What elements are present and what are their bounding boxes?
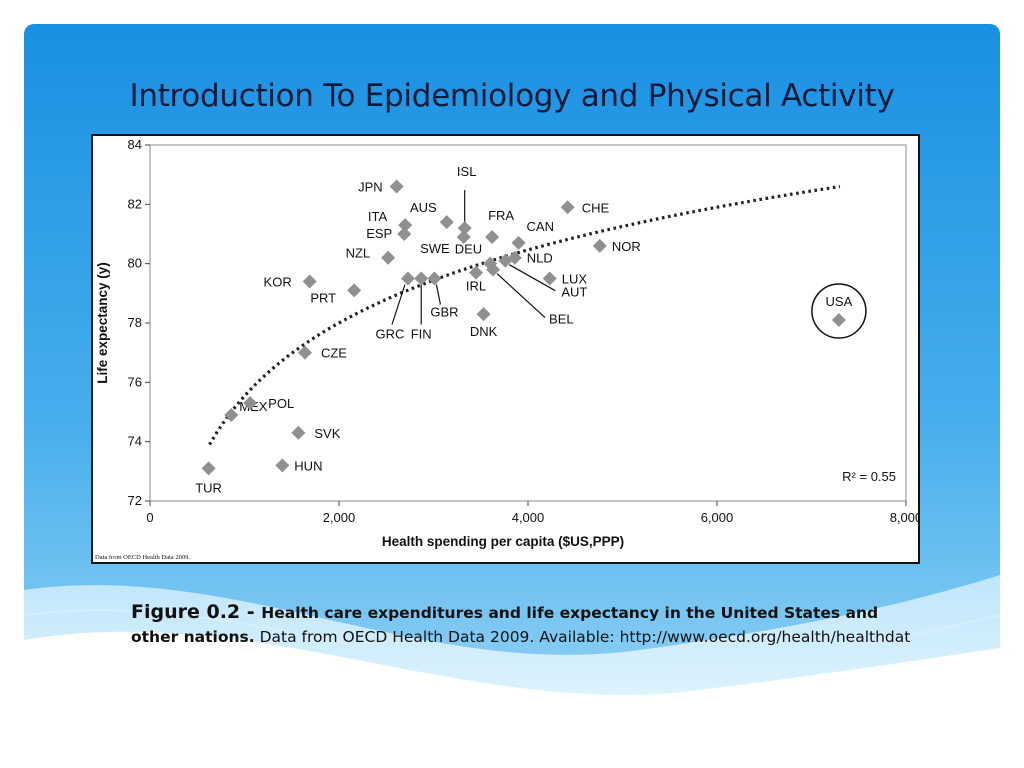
point-label: USA — [826, 294, 853, 309]
point-swe — [456, 229, 471, 244]
point-esp — [397, 227, 412, 241]
point-isl — [457, 221, 472, 236]
caption-regular-text: Data from OECD Health Data 2009. Availab… — [254, 628, 911, 646]
wave-line — [23, 609, 1001, 679]
point-dnk — [476, 307, 491, 322]
r-squared-label: R² = 0.55 — [842, 469, 896, 484]
point-grc — [400, 271, 415, 286]
x-tick-label: 8,000 — [890, 510, 918, 525]
point-che — [560, 200, 575, 215]
leader-line — [509, 264, 556, 292]
point-label: POL — [268, 396, 294, 411]
y-tick-label: 72 — [128, 493, 142, 508]
point-label: CZE — [321, 346, 347, 361]
point-hun — [275, 458, 290, 473]
plot-area — [149, 144, 907, 502]
point-label: SVK — [314, 426, 340, 441]
usa-circle — [811, 283, 867, 339]
point-label: PRT — [310, 290, 336, 305]
point-label: JPN — [358, 180, 383, 195]
point-label: ITA — [368, 209, 388, 224]
scatter-chart: 72 74 76 78 80 82 84 0 2,000 4,000 6,000 8,000 Healt… — [95, 137, 918, 561]
point-label: HUN — [294, 458, 322, 473]
y-tick-label: 82 — [128, 196, 142, 211]
caption-bold-text: Health care expenditures and life expect… — [131, 604, 879, 646]
point-label: FRA — [488, 208, 514, 223]
leader-line — [435, 284, 442, 305]
chart-frame: 72 74 76 78 80 82 84 0 2,000 4,000 6,000 8,000 Healt… — [91, 134, 920, 564]
point-can — [511, 235, 526, 250]
x-tick-label: 0 — [146, 510, 153, 525]
point-prt — [347, 283, 362, 298]
y-axis-label: Life expectancy (y) — [95, 262, 110, 384]
point-bel — [486, 262, 501, 277]
point-label: AUS — [410, 200, 437, 215]
figure-label: Figure 0.2 - — [131, 601, 262, 623]
x-tick-label: 6,000 — [701, 510, 734, 525]
point-label: IRL — [466, 279, 486, 294]
point-label: FIN — [411, 327, 432, 342]
point-irl — [469, 265, 484, 280]
leader-line — [496, 273, 546, 319]
y-tick-label: 80 — [128, 256, 142, 271]
y-tick-label: 76 — [128, 374, 142, 389]
point-label: AUT — [561, 285, 587, 300]
x-tick-label: 2,000 — [323, 510, 356, 525]
y-tick-label: 84 — [128, 137, 142, 152]
point-label: KOR — [264, 274, 292, 289]
point-pol — [243, 396, 258, 411]
point-label: GRC — [376, 327, 405, 342]
point-aus — [439, 215, 454, 230]
point-svk — [291, 425, 306, 440]
point-tur — [201, 461, 216, 476]
point-label: NLD — [527, 251, 553, 266]
source-note: Data from OECD Health Data 2009. — [95, 554, 190, 561]
point-nzl — [381, 250, 396, 265]
white-lower-area — [0, 631, 1000, 768]
point-label: BEL — [549, 312, 574, 327]
y-tick-label: 78 — [128, 315, 142, 330]
figure-caption: Figure 0.2 - Health care expenditures an… — [131, 600, 921, 649]
point-label: ESP — [366, 226, 392, 241]
x-axis-label: Health spending per capita ($US,PPP) — [382, 534, 624, 549]
point-nld — [507, 250, 522, 265]
point-fra — [485, 229, 500, 244]
point-label: DNK — [470, 324, 498, 339]
point-label: NZL — [346, 246, 371, 261]
point-kor — [302, 274, 317, 289]
point-nor — [592, 238, 607, 253]
point-label: ISL — [457, 164, 477, 179]
point-gbr — [427, 271, 442, 286]
point-cze — [297, 345, 312, 360]
point-label: DEU — [455, 242, 482, 257]
point-label: NOR — [612, 239, 641, 254]
point-label: TUR — [195, 480, 222, 495]
point-jpn — [389, 179, 404, 194]
point-lux — [542, 271, 557, 286]
point-label: GBR — [430, 305, 458, 320]
slide-title: Introduction To Epidemiology and Physica… — [129, 78, 895, 114]
y-tick-label: 74 — [128, 434, 142, 449]
x-tick-label: 4,000 — [512, 510, 545, 525]
leader-line — [391, 284, 406, 325]
point-usa — [831, 313, 846, 328]
point-label: SWE — [420, 241, 450, 256]
point-ita — [398, 218, 413, 233]
point-label: LUX — [562, 272, 588, 287]
point-mex — [224, 407, 239, 422]
point-label: CHE — [582, 200, 610, 215]
trend-line — [208, 184, 841, 446]
point-label: CAN — [527, 219, 554, 234]
point-fin — [414, 271, 429, 286]
